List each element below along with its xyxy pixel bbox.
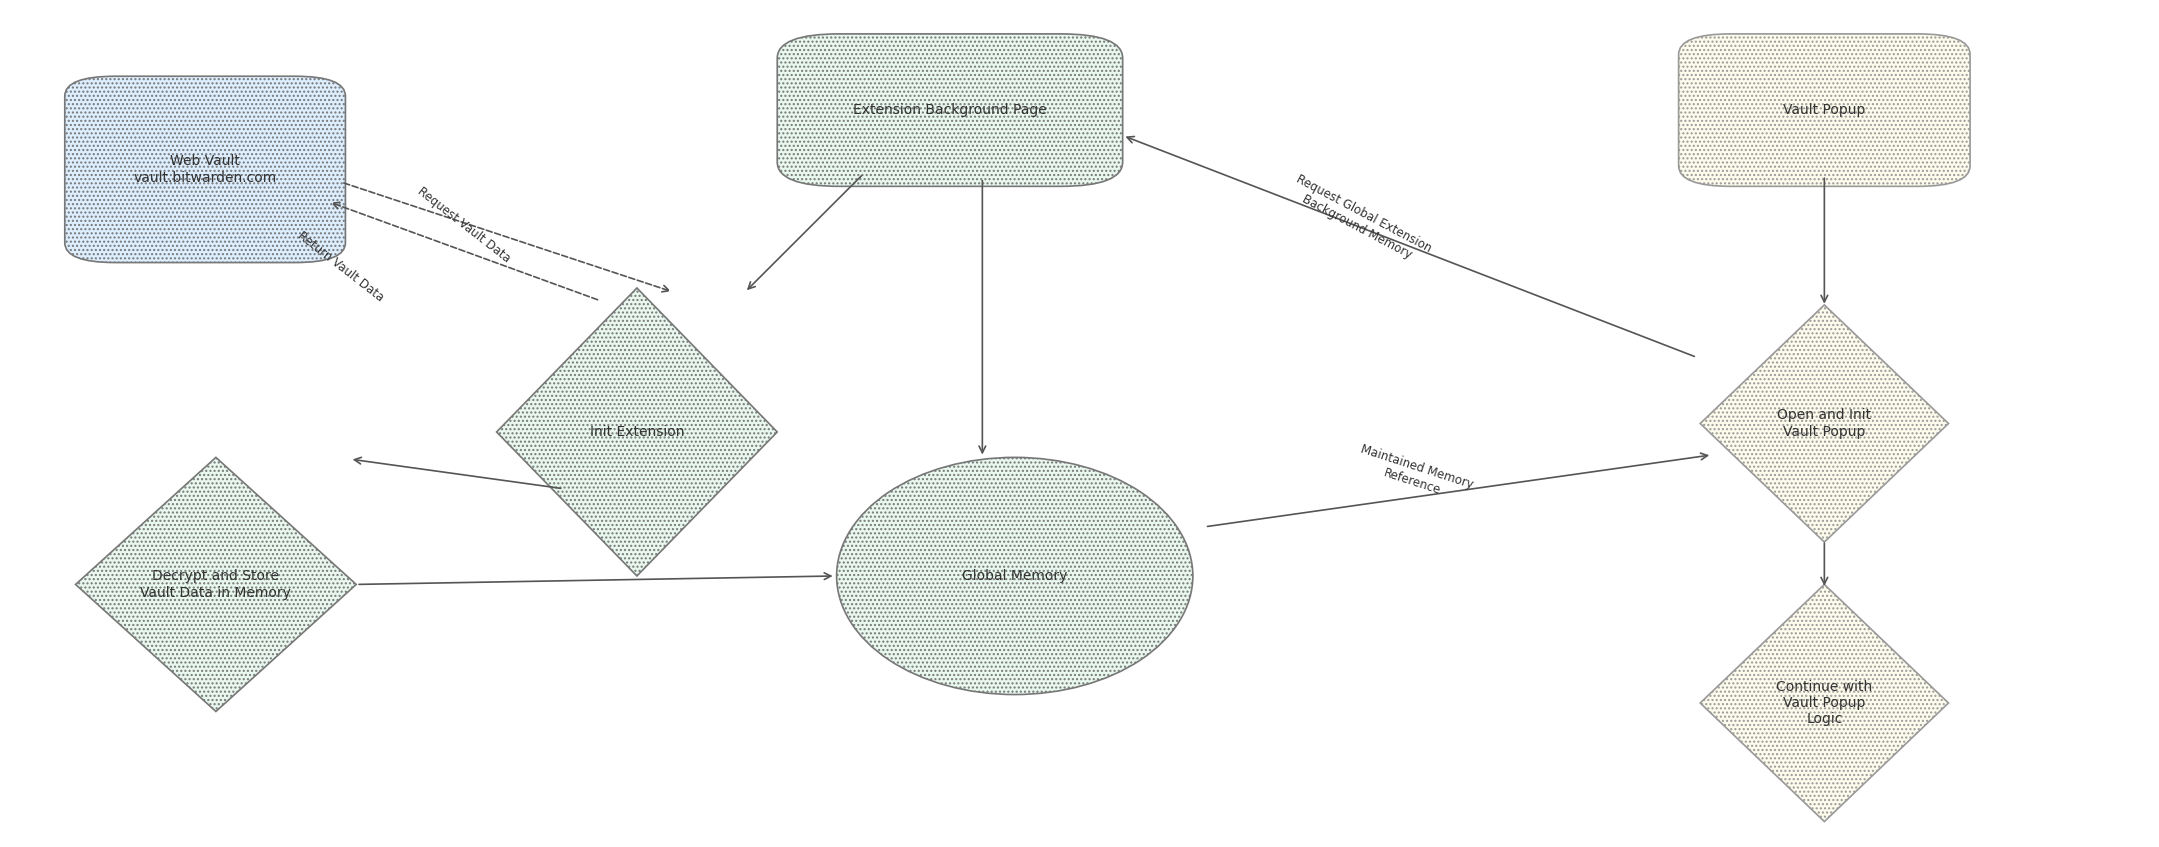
FancyBboxPatch shape bbox=[65, 76, 345, 263]
Polygon shape bbox=[1701, 305, 1947, 542]
Text: Request Vault Data: Request Vault Data bbox=[415, 185, 514, 264]
Text: Vault Popup: Vault Popup bbox=[1783, 103, 1865, 117]
Text: Web Vault
vault.bitwarden.com: Web Vault vault.bitwarden.com bbox=[134, 154, 276, 185]
Text: Request Global Extension
Background Memory: Request Global Extension Background Memo… bbox=[1287, 172, 1434, 268]
Polygon shape bbox=[76, 457, 356, 711]
Ellipse shape bbox=[836, 457, 1192, 695]
Text: Continue with
Vault Popup
Logic: Continue with Vault Popup Logic bbox=[1777, 680, 1872, 726]
Text: Extension Background Page: Extension Background Page bbox=[853, 103, 1047, 117]
Text: Decrypt and Store
Vault Data in Memory: Decrypt and Store Vault Data in Memory bbox=[140, 569, 291, 600]
Text: Global Memory: Global Memory bbox=[963, 569, 1067, 583]
Polygon shape bbox=[1701, 584, 1947, 822]
Text: Init Extension: Init Extension bbox=[589, 425, 684, 439]
FancyBboxPatch shape bbox=[777, 34, 1123, 186]
Text: Open and Init
Vault Popup: Open and Init Vault Popup bbox=[1777, 408, 1872, 439]
FancyBboxPatch shape bbox=[1680, 34, 1969, 186]
Polygon shape bbox=[497, 288, 777, 576]
Text: Return Vault Data: Return Vault Data bbox=[296, 230, 386, 304]
Text: Maintained Memory
Reference: Maintained Memory Reference bbox=[1354, 443, 1475, 506]
